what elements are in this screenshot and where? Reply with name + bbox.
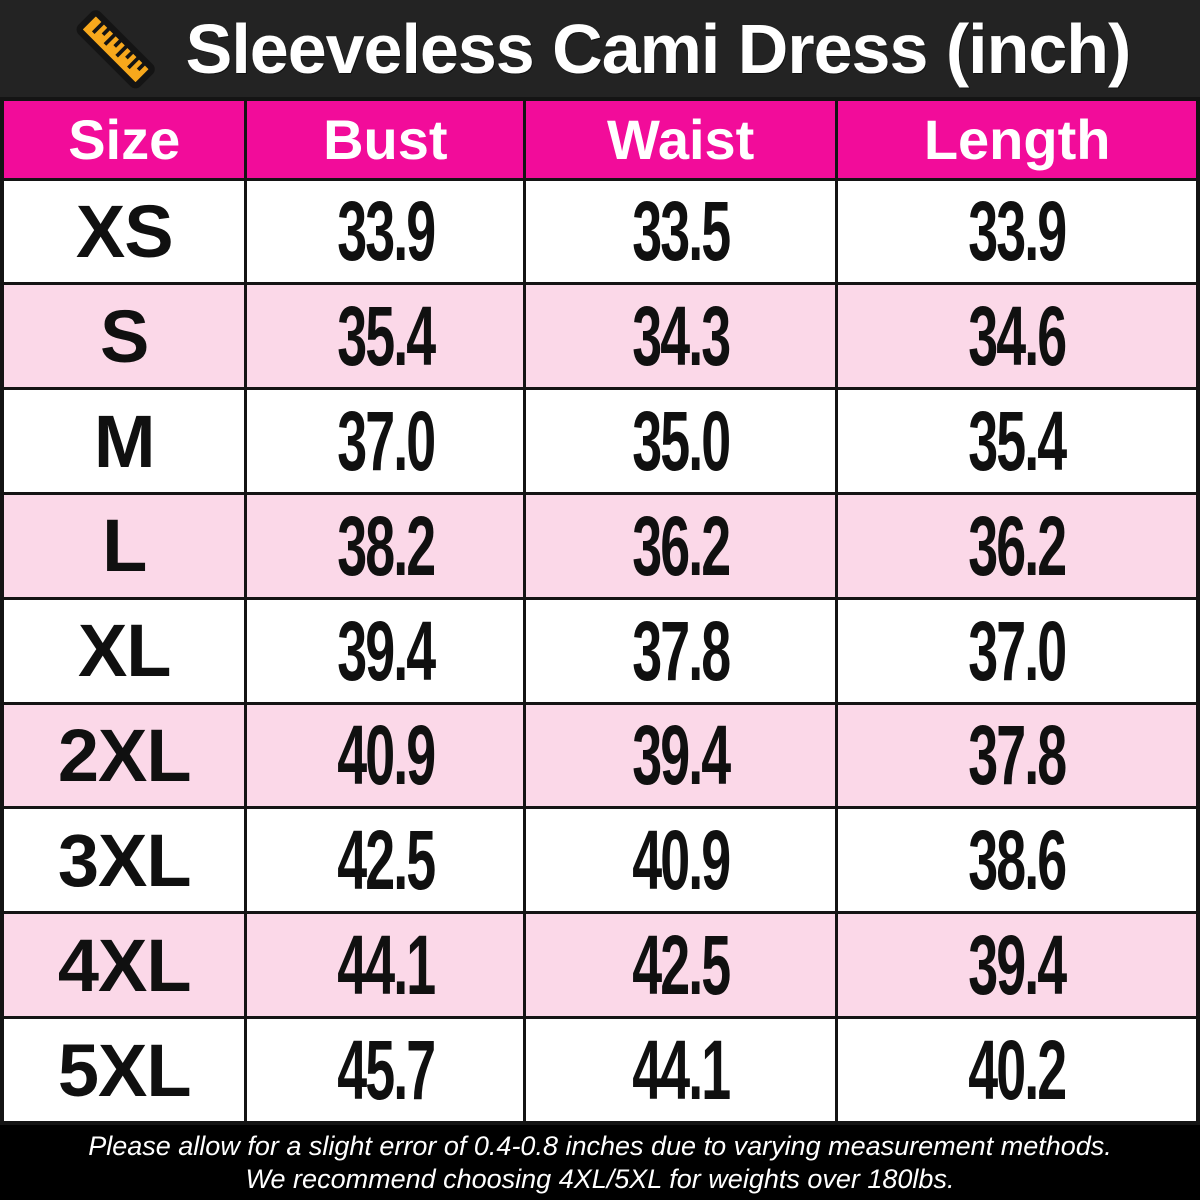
size-label: 3XL	[0, 806, 248, 915]
measurement-value: 36.2	[835, 491, 1200, 600]
measurement-number: 42.5	[632, 918, 731, 1013]
size-label: 5XL	[0, 1016, 248, 1125]
measurement-number: 37.0	[336, 394, 436, 489]
page-title: Sleeveless Cami Dress (inch)	[185, 9, 1132, 88]
measurement-number: 34.3	[632, 289, 731, 384]
measurement-number: 44.1	[336, 918, 436, 1013]
table-row: XS 33.9 33.5 33.9	[0, 177, 1200, 286]
measurement-number: 39.4	[336, 603, 436, 698]
measurement-value: 40.9	[244, 701, 527, 810]
measurement-number: 34.6	[968, 289, 1068, 384]
ruler-icon	[70, 3, 162, 95]
measurement-number: 37.0	[968, 603, 1068, 698]
table-row: M 37.0 35.0 35.4	[0, 387, 1200, 495]
measurement-number: 39.4	[968, 918, 1068, 1013]
measurement-number: 37.8	[632, 603, 731, 698]
measurement-number: 33.9	[336, 184, 436, 279]
table-row: 3XL 42.5 40.9 38.6	[0, 806, 1200, 915]
size-label: S	[0, 282, 248, 391]
table-row: 2XL 40.9 39.4 37.8	[0, 701, 1200, 810]
measurement-number: 38.6	[968, 813, 1068, 908]
measurement-number: 37.8	[968, 708, 1068, 803]
measurement-number: 36.2	[968, 498, 1068, 593]
measurement-number: 36.2	[632, 498, 731, 593]
column-header-bust: Bust	[244, 97, 527, 181]
size-table: Size Bust Waist Length XS 33.9 33.5 33.9 S 35…	[0, 97, 1200, 1125]
measurement-value: 37.8	[835, 701, 1200, 810]
column-header-waist: Waist	[523, 97, 839, 181]
table-row: S 35.4 34.3 34.6	[0, 282, 1200, 391]
measurement-value: 40.2	[835, 1016, 1200, 1125]
measurement-value: 33.5	[523, 177, 839, 286]
table-row: 5XL 45.7 44.1 40.2	[0, 1016, 1200, 1125]
size-label: M	[0, 387, 248, 495]
measurement-value: 34.6	[835, 282, 1200, 391]
measurement-value: 42.5	[523, 911, 839, 1019]
measurement-value: 33.9	[835, 177, 1200, 286]
size-label: XL	[0, 596, 248, 705]
measurement-number: 44.1	[632, 1023, 731, 1117]
measurement-value: 38.2	[244, 491, 527, 600]
measurement-value: 44.1	[523, 1016, 839, 1125]
measurement-number: 45.7	[336, 1023, 436, 1117]
measurement-value: 37.8	[523, 596, 839, 705]
footer-note: Please allow for a slight error of 0.4-0…	[0, 1125, 1200, 1200]
size-label: XS	[0, 177, 248, 286]
measurement-number: 40.9	[336, 708, 436, 803]
size-label: 2XL	[0, 701, 248, 810]
measurement-value: 44.1	[244, 911, 527, 1019]
header-row: Size Bust Waist Length	[0, 97, 1200, 181]
measurement-value: 33.9	[244, 177, 527, 286]
table-region: Size Bust Waist Length XS 33.9 33.5 33.9 S 35…	[0, 97, 1200, 1125]
measurement-number: 35.0	[632, 394, 731, 489]
measurement-value: 37.0	[244, 387, 527, 495]
measurement-value: 39.4	[244, 596, 527, 705]
size-table-body: XS 33.9 33.5 33.9 S 35.4 34.3 34.6 M 37.0 35.0 35.4…	[0, 177, 1200, 1125]
measurement-number: 40.2	[968, 1023, 1068, 1117]
measurement-number: 39.4	[632, 708, 731, 803]
measurement-value: 38.6	[835, 806, 1200, 915]
measurement-value: 34.3	[523, 282, 839, 391]
measurement-number: 33.5	[632, 184, 731, 279]
title-bar: Sleeveless Cami Dress (inch)	[0, 0, 1200, 97]
table-header: Size Bust Waist Length	[0, 97, 1200, 181]
column-header-size: Size	[0, 97, 248, 181]
measurement-number: 42.5	[336, 813, 436, 908]
measurement-value: 39.4	[523, 701, 839, 810]
measurement-value: 35.4	[835, 387, 1200, 495]
size-label: L	[0, 491, 248, 600]
measurement-number: 33.9	[968, 184, 1068, 279]
footer-line-2: We recommend choosing 4XL/5XL for weight…	[245, 1163, 955, 1194]
measurement-value: 40.9	[523, 806, 839, 915]
measurement-number: 35.4	[968, 394, 1068, 489]
measurement-number: 38.2	[336, 498, 436, 593]
table-row: L 38.2 36.2 36.2	[0, 491, 1200, 600]
table-row: 4XL 44.1 42.5 39.4	[0, 911, 1200, 1019]
measurement-value: 45.7	[244, 1016, 527, 1125]
size-label: 4XL	[0, 911, 248, 1019]
table-row: XL 39.4 37.8 37.0	[0, 596, 1200, 705]
measurement-value: 35.0	[523, 387, 839, 495]
measurement-value: 36.2	[523, 491, 839, 600]
footer-line-1: Please allow for a slight error of 0.4-0…	[88, 1130, 1112, 1161]
measurement-value: 42.5	[244, 806, 527, 915]
measurement-value: 35.4	[244, 282, 527, 391]
column-header-length: Length	[835, 97, 1200, 181]
measurement-number: 40.9	[632, 813, 731, 908]
measurement-number: 35.4	[336, 289, 436, 384]
measurement-value: 37.0	[835, 596, 1200, 705]
measurement-value: 39.4	[835, 911, 1200, 1019]
